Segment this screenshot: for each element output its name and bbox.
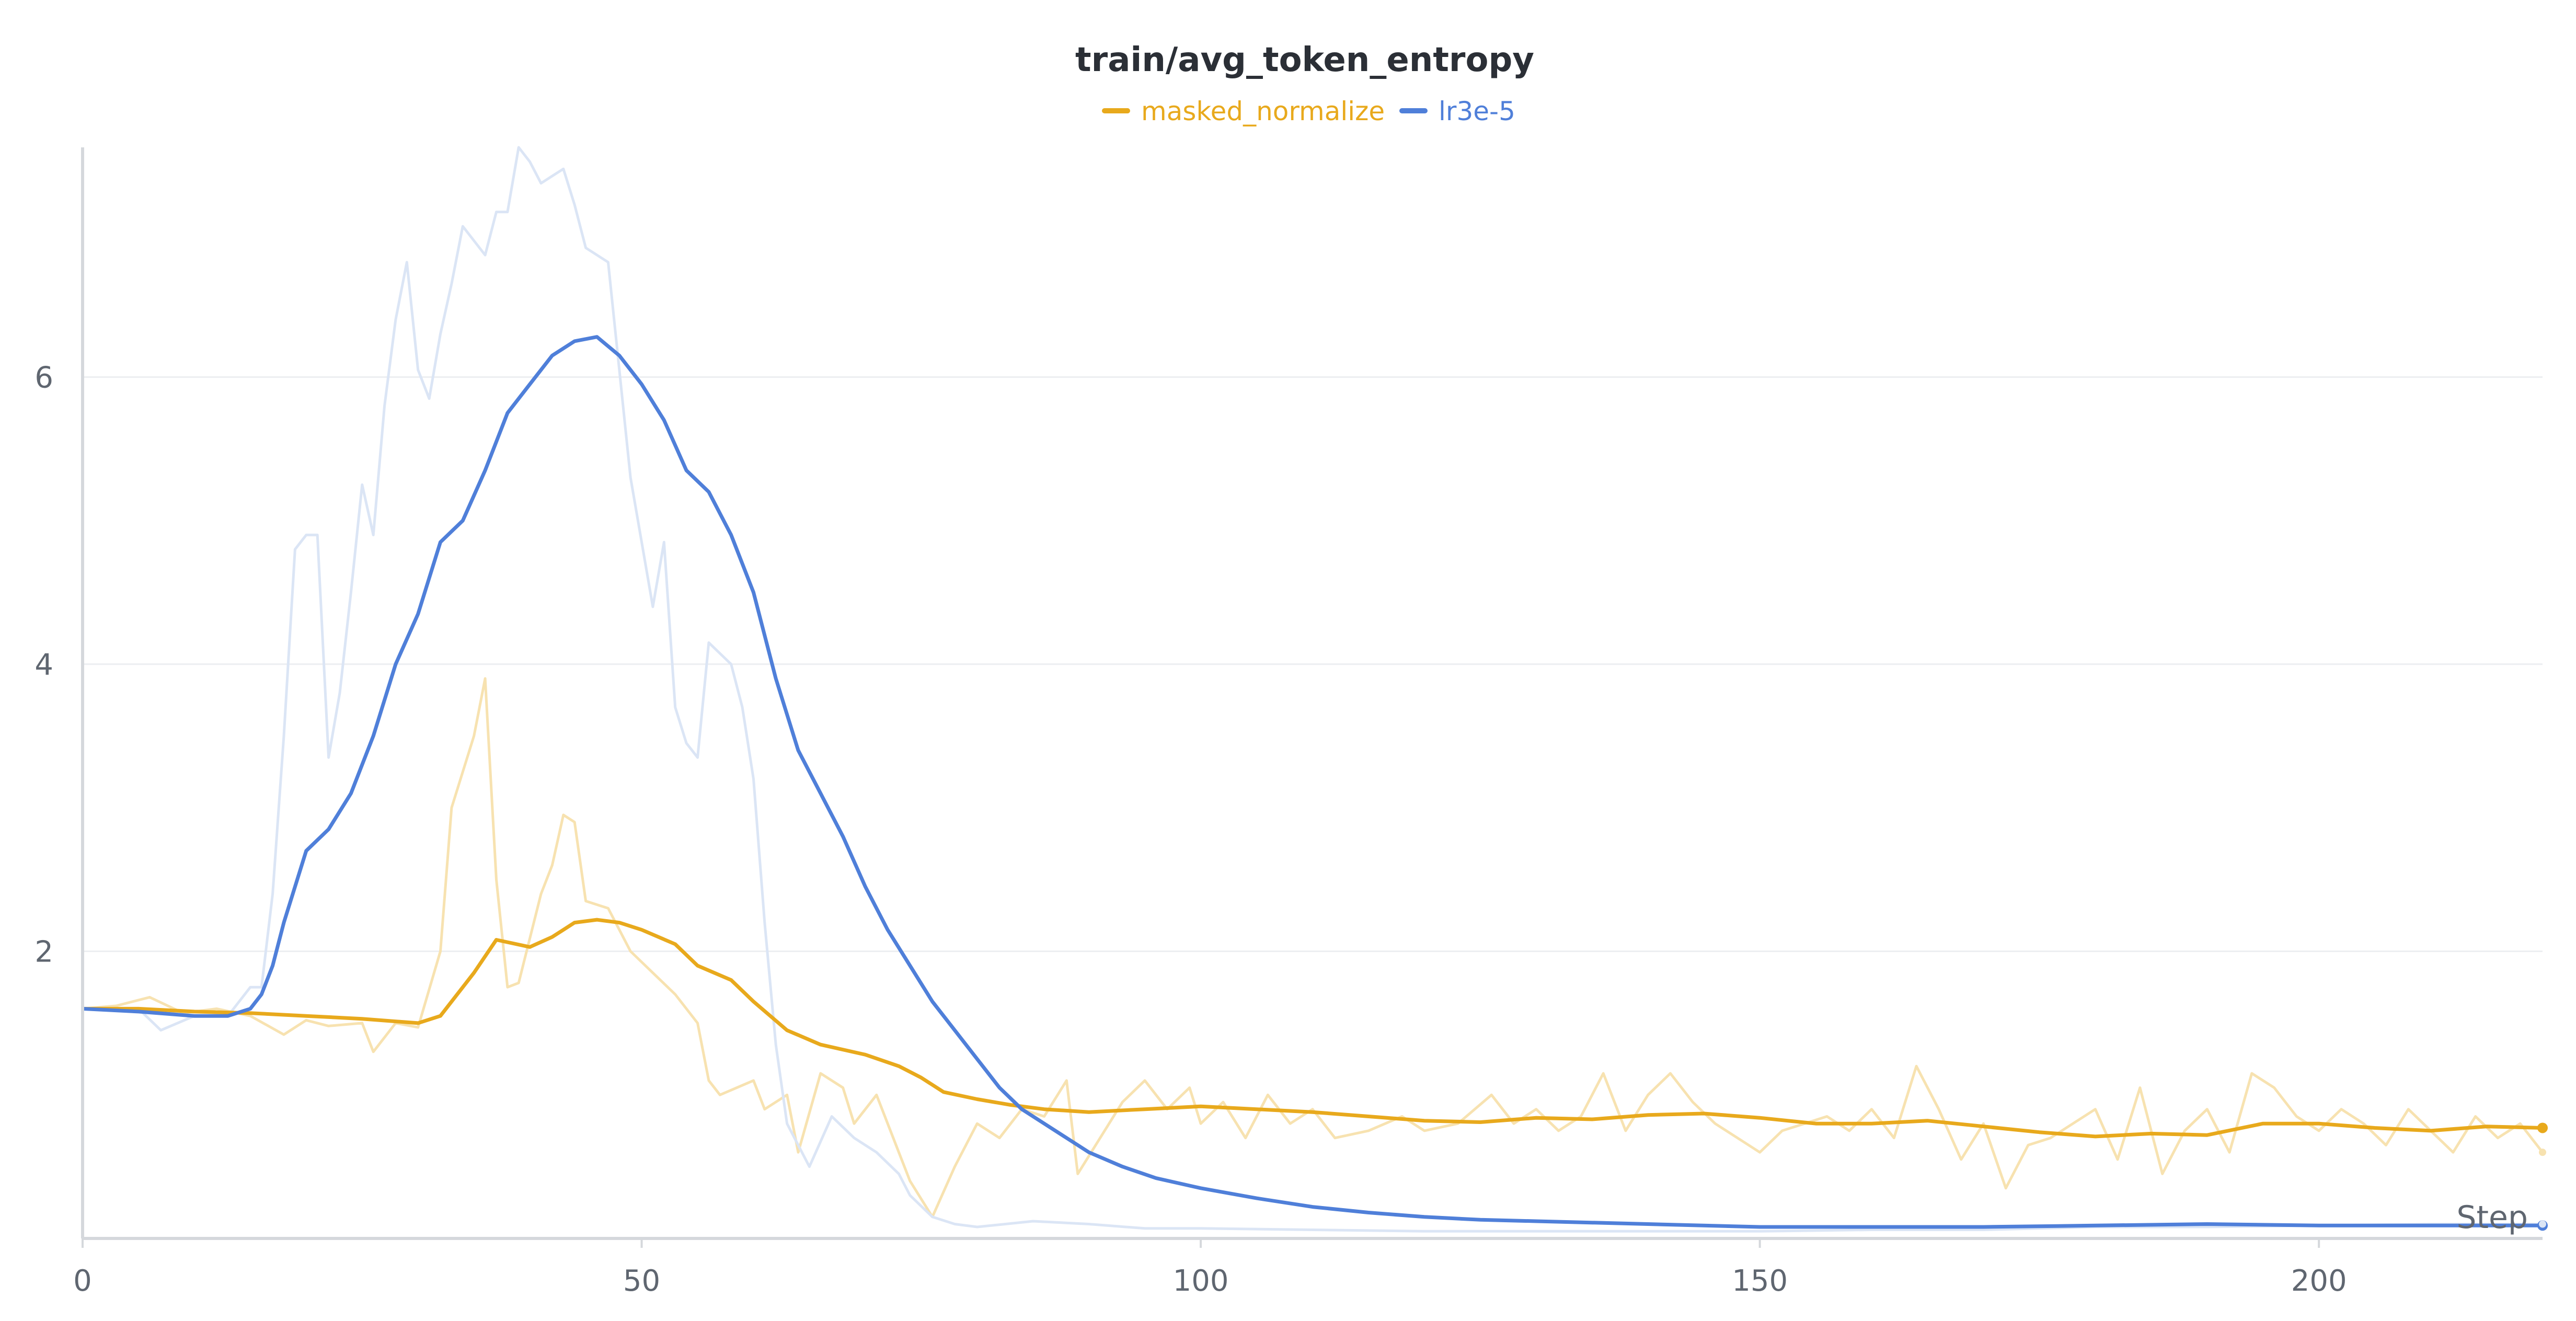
legend-label-lr3e-5: lr3e-5: [1439, 96, 1515, 126]
x-tick-label-150: 150: [1732, 1264, 1788, 1298]
raw-line-masked-normalize: [83, 679, 2543, 1217]
raw-end-point-lr3e-5: [2539, 1221, 2546, 1228]
legend: masked_normalize lr3e-5: [1105, 96, 1515, 126]
smoothed-line-lr3e-5[interactable]: [83, 337, 2543, 1227]
raw-end-point-masked-normalize: [2539, 1149, 2546, 1156]
x-tick-label-50: 50: [623, 1264, 660, 1298]
y-tick-labels: 2 4 6: [34, 361, 53, 969]
legend-label-masked-normalize: masked_normalize: [1141, 96, 1385, 126]
x-axis-label: Step: [2456, 1199, 2528, 1236]
raw-line-lr3e-5: [83, 147, 2543, 1231]
smoothed-line-masked-normalize[interactable]: [83, 920, 2543, 1137]
y-gridlines: [83, 377, 2543, 952]
end-point-masked-normalize: [2537, 1122, 2548, 1133]
x-tick-labels: 0 50 100 150 200: [73, 1238, 2347, 1298]
y-tick-label-2: 2: [34, 935, 53, 969]
legend-item-lr3e-5[interactable]: lr3e-5: [1402, 96, 1515, 126]
smoothed-series-lines: [83, 337, 2543, 1227]
y-tick-label-6: 6: [34, 361, 53, 395]
chart-title: train/avg_token_entropy: [1075, 41, 1534, 79]
x-tick-label-0: 0: [73, 1264, 92, 1298]
series-end-markers: [2537, 1122, 2548, 1231]
x-tick-label-200: 200: [2291, 1264, 2347, 1298]
y-tick-label-4: 4: [34, 648, 53, 682]
x-tick-label-100: 100: [1173, 1264, 1229, 1298]
raw-series-lines: [83, 147, 2543, 1231]
legend-item-masked-normalize[interactable]: masked_normalize: [1105, 96, 1385, 126]
